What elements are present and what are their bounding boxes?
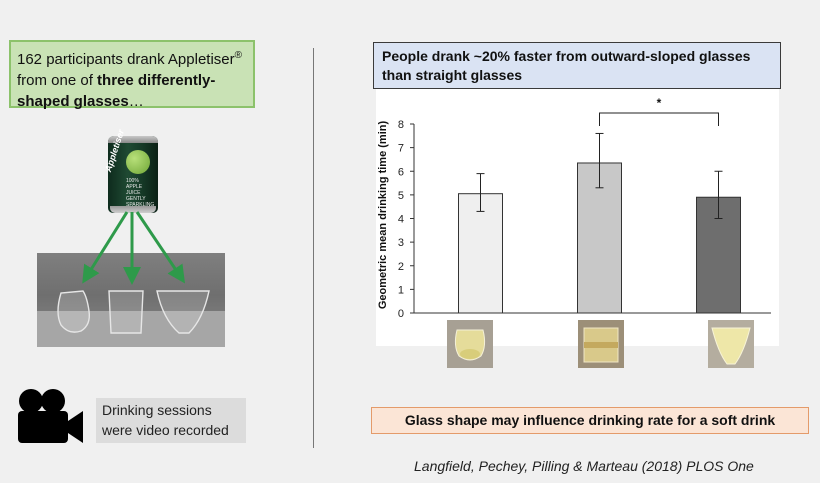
y-tick-label: 8 — [398, 119, 404, 131]
registered-mark: ® — [234, 50, 243, 61]
straight-glass-thumbnail — [578, 320, 624, 368]
y-tick-label: 4 — [398, 214, 404, 226]
headline-box: People drank ~20% faster from outward-sl… — [373, 42, 781, 89]
glasses-illustration — [37, 290, 225, 347]
y-tick-label: 1 — [398, 284, 404, 296]
significance-marker: * — [657, 96, 662, 110]
y-axis-label: Geometric mean drinking time (min) — [377, 121, 389, 310]
y-tick-label: 3 — [398, 237, 404, 249]
can-bottom — [110, 206, 156, 213]
intro-ellipsis: … — [128, 93, 144, 110]
arrows-layer — [82, 211, 186, 285]
y-tick-label: 5 — [398, 190, 404, 202]
intro-text-2: from one of — [17, 72, 93, 89]
headline-text: People drank ~20% faster from outward-sl… — [382, 48, 751, 83]
appletiser-can-image — [108, 136, 158, 213]
outward-sloped-glass — [156, 290, 210, 334]
conclusion-text: Glass shape may influence drinking rate … — [404, 412, 776, 428]
can-rim — [108, 136, 158, 143]
y-tick-label: 6 — [398, 166, 404, 178]
y-tick-label: 7 — [398, 143, 404, 155]
can-product-text: 100% APPLE JUICE GENTLY SPARKLING — [126, 178, 155, 208]
video-text-1: Drinking sessions — [102, 402, 212, 418]
apple-icon — [126, 150, 150, 174]
video-text-2: were video recorded — [102, 422, 229, 438]
arrow-to-tulip-glass — [82, 211, 129, 284]
citation-text: Langfield, Pechey, Pilling & Marteau (20… — [414, 458, 754, 474]
significance-bracket — [599, 112, 719, 126]
intro-text-1: 162 participants drank Appletiser — [17, 51, 235, 68]
intro-bold-1: three differently- — [97, 72, 216, 89]
video-camera-icon — [18, 389, 83, 443]
straight-glass — [108, 290, 144, 334]
table-surface — [37, 311, 225, 347]
arrow-to-sloped-glass — [135, 211, 186, 284]
conclusion-box: Glass shape may influence drinking rate … — [371, 407, 809, 434]
three-glasses-photo — [37, 253, 225, 347]
bar-1 — [458, 193, 503, 314]
tulip-glass — [57, 290, 91, 333]
sloped-glass-thumbnail — [708, 320, 754, 368]
drinking-time-bar-chart: 0 1 2 3 4 5 6 7 8 * Geometric mean drinking time… — [377, 96, 771, 320]
tulip-glass-thumbnail — [447, 320, 493, 368]
intro-text-box: 162 participants drank Appletiser® from … — [9, 40, 255, 110]
y-tick-label: 2 — [398, 261, 404, 273]
intro-bold-2: shaped glasses — [17, 93, 129, 110]
video-note-box: Drinking sessions were video recorded — [96, 398, 246, 443]
y-tick-label: 0 — [398, 308, 404, 320]
panel-divider — [313, 48, 314, 448]
